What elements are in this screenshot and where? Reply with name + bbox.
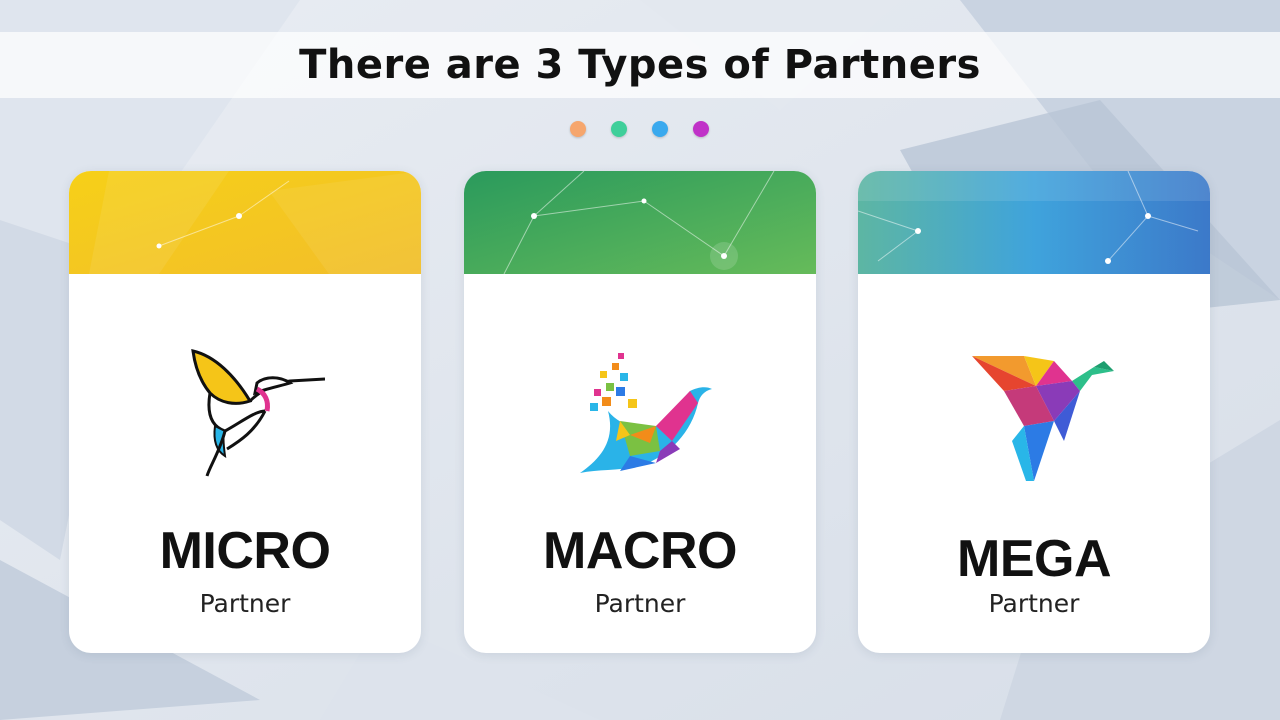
- card-subtitle-macro: Partner: [594, 589, 686, 618]
- title-bar: There are 3 Types of Partners: [0, 32, 1280, 98]
- card-subtitle-mega: Partner: [988, 589, 1080, 618]
- hummingbird-line-icon: [69, 331, 421, 481]
- dot-orange: [570, 121, 586, 137]
- card-mega: MEGA Partner: [858, 171, 1210, 653]
- origami-bird-icon: [858, 331, 1210, 481]
- card-macro: MACRO Partner: [464, 171, 816, 653]
- dot-purple: [693, 121, 709, 137]
- dot-green: [611, 121, 627, 137]
- pixel-bird-icon: [464, 331, 816, 481]
- card-micro: MICRO Partner: [69, 171, 421, 653]
- card-header-mega: [858, 171, 1210, 274]
- indicator-dots: [570, 121, 709, 137]
- card-header-macro: [464, 171, 816, 274]
- card-subtitle-micro: Partner: [199, 589, 291, 618]
- card-header-micro: [69, 171, 421, 274]
- card-title-micro: MICRO: [159, 522, 331, 580]
- dot-blue: [652, 121, 668, 137]
- slide-title: There are 3 Types of Partners: [299, 42, 981, 88]
- card-title-mega: MEGA: [957, 530, 1112, 588]
- card-title-macro: MACRO: [543, 522, 737, 580]
